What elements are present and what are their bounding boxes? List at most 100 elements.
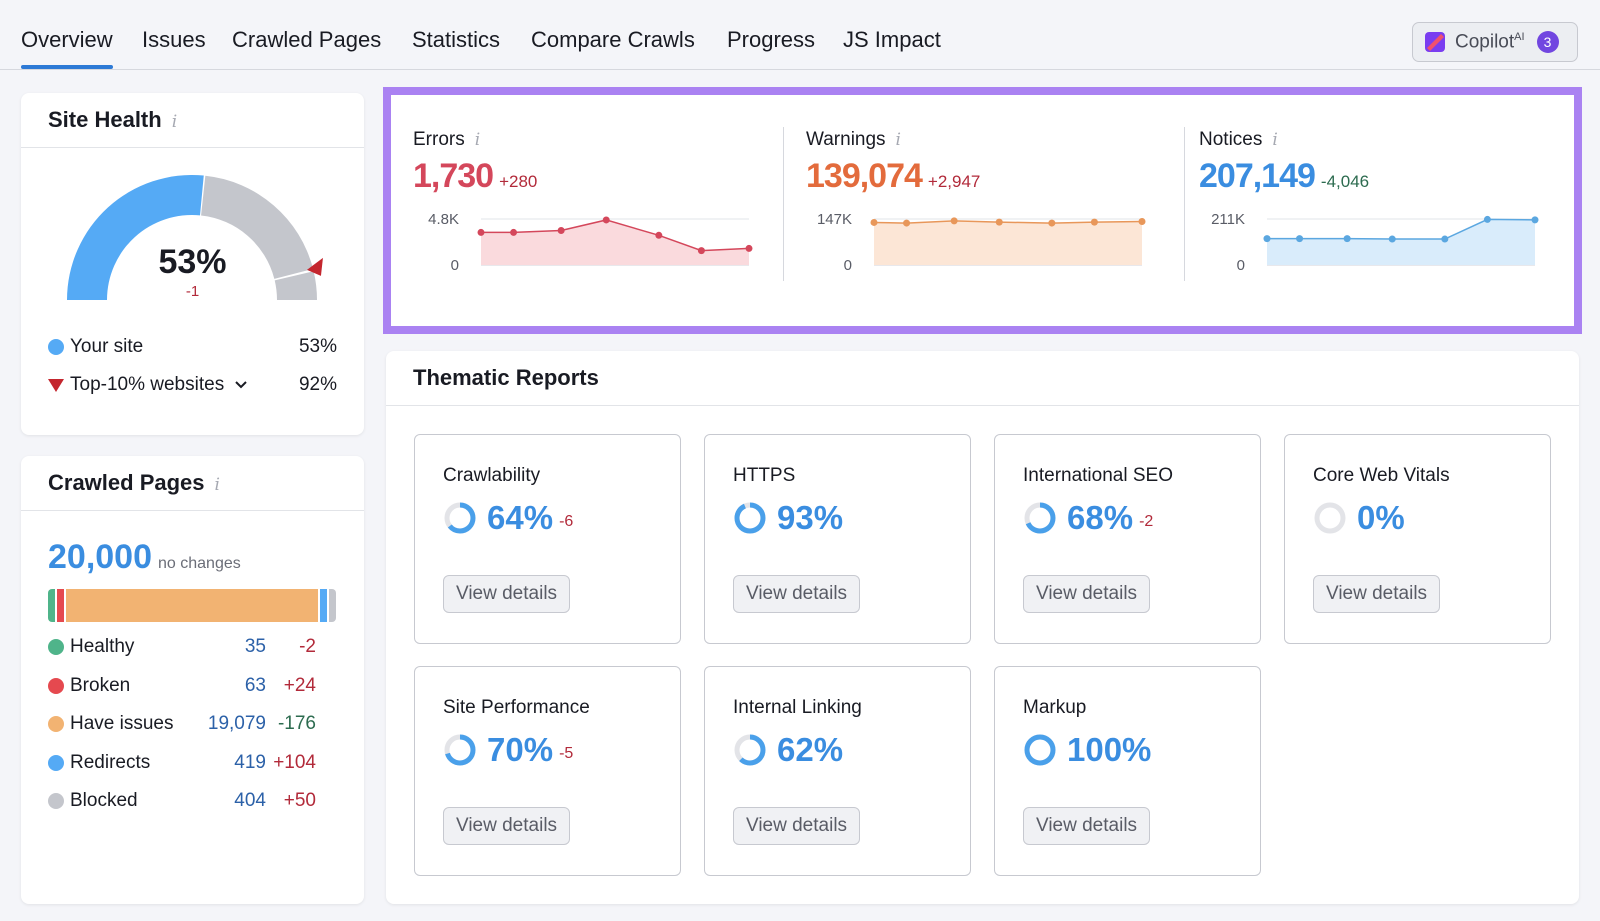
sparkline-point[interactable] <box>1343 235 1351 243</box>
sparkline-point[interactable] <box>1531 216 1539 224</box>
crawled-pages-row[interactable]: Have issues 19,079 -176 <box>48 713 316 735</box>
sparkline-point[interactable] <box>950 217 958 225</box>
tile-delta: -5 <box>559 745 574 762</box>
tab-progress[interactable]: Progress <box>727 27 816 52</box>
score-ring-icon <box>444 502 476 534</box>
row-value[interactable]: 35 <box>244 636 266 657</box>
legend-top10[interactable]: Top-10% websites 92% <box>48 374 337 396</box>
sparkline-point[interactable] <box>655 231 663 239</box>
sparkline-point[interactable] <box>697 247 705 255</box>
bar-segment-broken[interactable] <box>56 589 64 622</box>
sparkline-point[interactable] <box>1138 217 1146 225</box>
sparkline-point[interactable] <box>602 216 610 224</box>
sparkline-chart: 211K 0 <box>1211 211 1539 274</box>
info-icon[interactable]: i <box>214 475 220 495</box>
tile-title: HTTPS <box>733 465 796 486</box>
sparkline-point[interactable] <box>557 227 565 234</box>
crawled-pages-row[interactable]: Broken 63 +24 <box>48 675 316 697</box>
copilot-logo-icon <box>1425 32 1445 52</box>
tile-value: 93% <box>777 499 844 536</box>
sparkline-area <box>874 220 1142 265</box>
metric-value[interactable]: 207,149 -4,046 <box>1199 157 1370 195</box>
chevron-down-icon[interactable] <box>234 380 248 390</box>
tab-statistics[interactable]: Statistics <box>412 27 501 52</box>
sparkline-point[interactable] <box>1483 215 1491 223</box>
score-ring-icon <box>444 734 476 766</box>
row-value[interactable]: 63 <box>244 674 266 696</box>
tab-bar: Overview Issues Crawled Pages Statistics… <box>0 0 1600 70</box>
sparkline-point[interactable] <box>903 219 911 227</box>
row-value[interactable]: 419 <box>234 751 266 773</box>
tab-overview[interactable]: Overview <box>21 27 113 69</box>
status-dot <box>48 716 64 732</box>
info-icon[interactable]: i <box>171 112 178 132</box>
divider <box>1184 127 1185 281</box>
sparkline-point[interactable] <box>745 244 753 252</box>
view-details-button[interactable]: View details <box>733 807 861 845</box>
sparkline-point[interactable] <box>477 228 485 236</box>
sparkline-point[interactable] <box>1263 235 1271 243</box>
crawled-pages-row[interactable]: Redirects 419 +104 <box>48 752 316 774</box>
tile-score: 68% -2 <box>1023 499 1153 537</box>
sparkline-point[interactable] <box>1441 235 1449 243</box>
metric-label: Notices i <box>1199 129 1278 150</box>
bar-segment-blocked[interactable] <box>329 589 336 622</box>
site-health-title: Site Health <box>48 107 162 132</box>
row-label: Blocked <box>70 790 138 811</box>
view-details-button[interactable]: View details <box>1023 807 1151 845</box>
sparkline-area <box>481 219 749 265</box>
row-value[interactable]: 404 <box>234 790 266 811</box>
metric-label: Errors i <box>413 129 481 150</box>
crawled-pages-header: Crawled Pages i <box>21 456 364 511</box>
view-details-button[interactable]: View details <box>443 807 571 845</box>
crawled-pages-row[interactable]: Blocked 404 +50 <box>48 790 316 812</box>
score-ring-icon <box>734 502 766 534</box>
tile-title: Site Performance <box>443 697 590 718</box>
info-icon[interactable]: i <box>474 130 481 150</box>
your-site-dot <box>48 339 64 355</box>
sparkline-chart: 4.8K 0 <box>428 211 753 274</box>
legend-value: 53% <box>298 336 337 357</box>
bar-segment-have-issues[interactable] <box>65 589 319 622</box>
sparkline-point[interactable] <box>870 218 878 226</box>
metric-errors[interactable]: Errors i 1,730 +280 4.8K 0 <box>391 95 786 326</box>
tab-crawled-pages[interactable]: Crawled Pages <box>232 27 382 52</box>
view-details-button[interactable]: View details <box>1023 575 1151 613</box>
row-label: Redirects <box>70 751 151 773</box>
metric-notices[interactable]: Notices i 207,149 -4,046 211K 0 <box>1177 95 1572 326</box>
sparkline-point[interactable] <box>510 228 518 236</box>
thematic-tile-site-performance: Site Performance 70% -5 View details <box>414 666 681 876</box>
gauge-remaining-arc <box>274 271 317 300</box>
crawled-pages-row[interactable]: Healthy 35 -2 <box>48 636 316 658</box>
view-details-button[interactable]: View details <box>1313 575 1441 613</box>
metric-value[interactable]: 139,074 +2,947 <box>806 157 981 195</box>
view-details-button[interactable]: View details <box>733 575 861 613</box>
sparkline-point[interactable] <box>1388 235 1396 243</box>
site-health-card: Site Health i 53% -1 Your site 53% Top-10… <box>21 93 364 435</box>
triangle-down-icon <box>48 379 64 392</box>
tab-js-impact[interactable]: JS Impact <box>843 27 941 52</box>
sparkline-point[interactable] <box>1296 235 1304 243</box>
info-icon[interactable]: i <box>1272 130 1278 150</box>
metric-value[interactable]: 1,730 +280 <box>413 157 538 195</box>
copilot-button[interactable]: CopilotAI 3 <box>1412 22 1578 62</box>
thematic-tile-markup: Markup 100% View details <box>994 666 1261 876</box>
status-dot <box>48 793 64 809</box>
y-tick-label: 211K <box>1211 211 1245 228</box>
bar-segment-healthy[interactable] <box>48 589 55 622</box>
info-icon[interactable]: i <box>895 130 901 150</box>
row-value[interactable]: 19,079 <box>207 713 266 734</box>
bar-segment-redirects[interactable] <box>320 589 328 622</box>
metric-warnings[interactable]: Warnings i 139,074 +2,947 147K 0 <box>784 95 1179 326</box>
site-health-header: Site Health i <box>21 93 364 148</box>
view-details-button[interactable]: View details <box>443 575 571 613</box>
sparkline-point[interactable] <box>1048 219 1056 227</box>
thematic-tile-core-web-vitals: Core Web Vitals 0% View details <box>1284 434 1551 644</box>
sparkline-point[interactable] <box>1090 218 1098 226</box>
tab-compare-crawls[interactable]: Compare Crawls <box>531 27 695 52</box>
y-tick-label: 0 <box>844 257 852 274</box>
crawled-pages-total[interactable]: 20,000 no changes <box>48 538 241 576</box>
sparkline-point[interactable] <box>995 218 1003 226</box>
copilot-badge: 3 <box>1536 31 1559 53</box>
tab-issues[interactable]: Issues <box>142 27 206 52</box>
